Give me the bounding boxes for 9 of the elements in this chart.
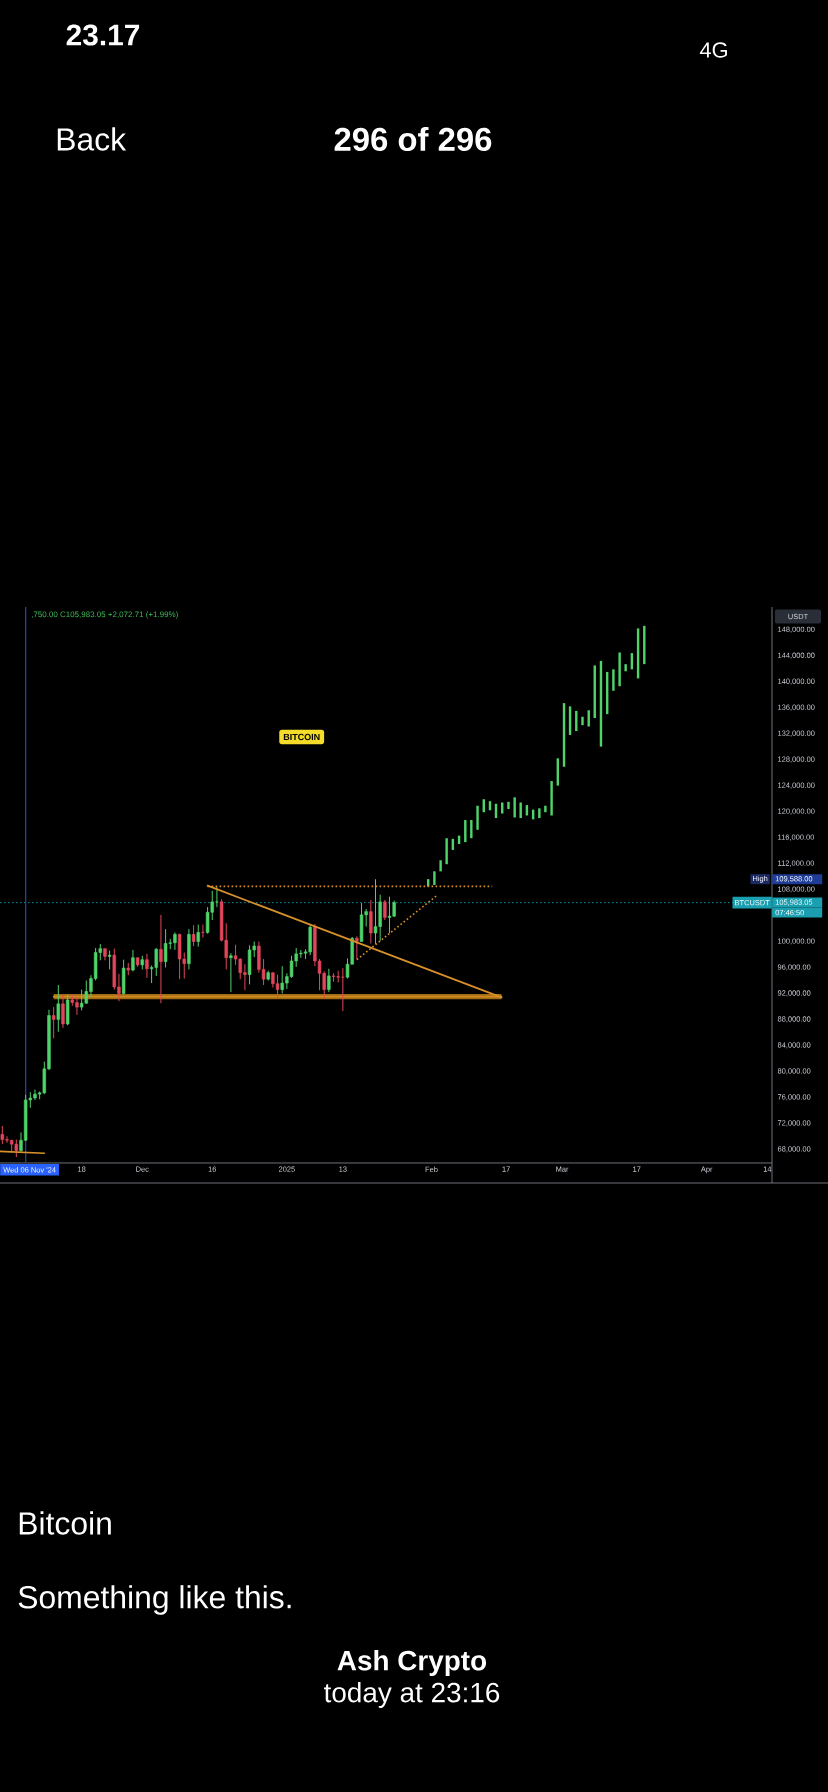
text: Ash Crypto [337,1649,487,1676]
text: 23.17 [66,24,140,46]
text: today at 23:16 [324,1681,500,1708]
text: Back [57,127,127,151]
annotation: BITCOIN [283,733,320,741]
text: Bitcoin [19,1511,111,1535]
text: 4G [699,42,727,58]
text: Something like this. [18,1585,291,1615]
text: 296 of 296 [334,126,492,152]
